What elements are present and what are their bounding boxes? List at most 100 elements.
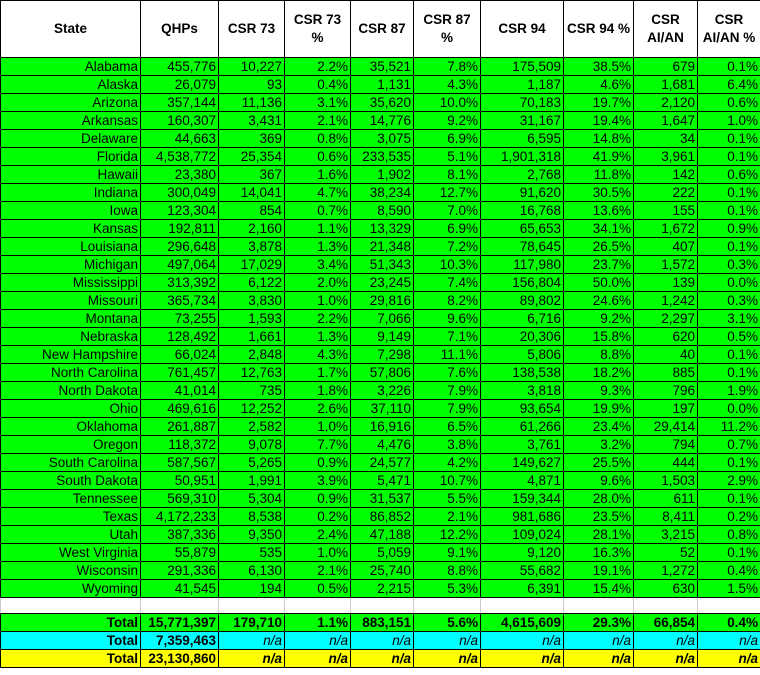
table-row: South Carolina 587,567 5,265 0.9% 24,577 4.2%… [0,453,760,472]
value-cell: 2.4% [284,525,351,544]
value-cell: 38,234 [350,183,414,202]
value-cell: 34 [633,129,698,148]
value-cell: 1,187 [480,75,564,94]
value-cell: 156,804 [480,273,564,292]
value-cell: 5.3% [413,579,481,598]
state-cell: Wisconsin [0,561,141,580]
value-cell: 47,188 [350,525,414,544]
value-cell: 13.6% [563,201,634,220]
value-cell: 3,075 [350,129,414,148]
value-cell: 6.9% [413,129,481,148]
column-header: CSR 73 [218,0,285,58]
total-value: n/a [480,649,564,668]
value-cell: 0.1% [697,183,760,202]
value-cell: 0.1% [697,489,760,508]
value-cell: 357,144 [140,93,219,112]
value-cell: 9,078 [218,435,285,454]
value-cell: 41,545 [140,579,219,598]
value-cell: 28.1% [563,525,634,544]
value-cell: 0.8% [284,129,351,148]
value-cell: 569,310 [140,489,219,508]
value-cell: 630 [633,579,698,598]
value-cell: 14,041 [218,183,285,202]
total-value: n/a [697,649,760,668]
value-cell: 794 [633,435,698,454]
value-cell: 2,215 [350,579,414,598]
table-row: Hawaii 23,380 367 1.6% 1,902 8.1% 2,768 11.8% 14… [0,165,760,184]
value-cell: 5,471 [350,471,414,490]
value-cell: 0.4% [284,75,351,94]
value-cell: 0.7% [697,435,760,454]
state-cell: New Hampshire [0,345,141,364]
value-cell: 16,916 [350,417,414,436]
value-cell: 55,879 [140,543,219,562]
value-cell: 9.6% [413,309,481,328]
state-cell: Mississippi [0,273,141,292]
table-row: North Dakota 41,014 735 1.8% 3,226 7.9% 3,818 9… [0,381,760,400]
value-cell: 24,577 [350,453,414,472]
value-cell: 497,064 [140,255,219,274]
value-cell: 6,716 [480,309,564,328]
value-cell: 55,682 [480,561,564,580]
value-cell: 25,354 [218,147,285,166]
value-cell: 367 [218,165,285,184]
value-cell: 369 [218,129,285,148]
value-cell: 70,183 [480,93,564,112]
value-cell: 7,066 [350,309,414,328]
value-cell: 128,492 [140,327,219,346]
value-cell: 197 [633,399,698,418]
value-cell: 31,537 [350,489,414,508]
value-cell: 7.4% [413,273,481,292]
total-value: n/a [218,631,285,650]
value-cell: 0.1% [697,237,760,256]
value-cell: 469,616 [140,399,219,418]
total-value: n/a [480,631,564,650]
value-cell: 0.2% [284,507,351,526]
state-cell: Arizona [0,93,141,112]
value-cell: 19.1% [563,561,634,580]
value-cell: 6,595 [480,129,564,148]
value-cell: 9.1% [413,543,481,562]
value-cell: 365,734 [140,291,219,310]
state-cell: Tennessee [0,489,141,508]
total-value: 179,710 [218,613,285,632]
table-row: Missouri 365,734 3,830 1.0% 29,816 8.2% 89,802… [0,291,760,310]
table-row: Texas 4,172,233 8,538 0.2% 86,852 2.1% 981,686… [0,507,760,526]
value-cell: 222 [633,183,698,202]
total-value: 29.3% [563,613,634,632]
value-cell: 78,645 [480,237,564,256]
value-cell: 1,131 [350,75,414,94]
value-cell: 139 [633,273,698,292]
value-cell: 7.6% [413,363,481,382]
state-cell: Oregon [0,435,141,454]
total-value: 5.6% [413,613,481,632]
value-cell: 1.8% [284,381,351,400]
value-cell: 0.0% [697,399,760,418]
empty-cell [284,597,351,614]
value-cell: 1,503 [633,471,698,490]
state-cell: Indiana [0,183,141,202]
value-cell: 11.8% [563,165,634,184]
value-cell: 2,848 [218,345,285,364]
value-cell: 885 [633,363,698,382]
value-cell: 24.6% [563,291,634,310]
value-cell: 0.5% [284,579,351,598]
empty-cell [218,597,285,614]
total-value: 15,771,397 [140,613,219,632]
total-value: n/a [218,649,285,668]
value-cell: 4.7% [284,183,351,202]
value-cell: 0.6% [284,147,351,166]
column-header: CSR 94 [480,0,564,58]
state-cell: Nebraska [0,327,141,346]
empty-cell [413,597,481,614]
state-cell: North Dakota [0,381,141,400]
column-header: State [0,0,141,58]
value-cell: 16,768 [480,201,564,220]
value-cell: 37,110 [350,399,414,418]
column-header: CSR 94 % [563,0,634,58]
empty-cell [697,597,760,614]
value-cell: 8.2% [413,291,481,310]
total-value: n/a [284,631,351,650]
state-cell: Missouri [0,291,141,310]
